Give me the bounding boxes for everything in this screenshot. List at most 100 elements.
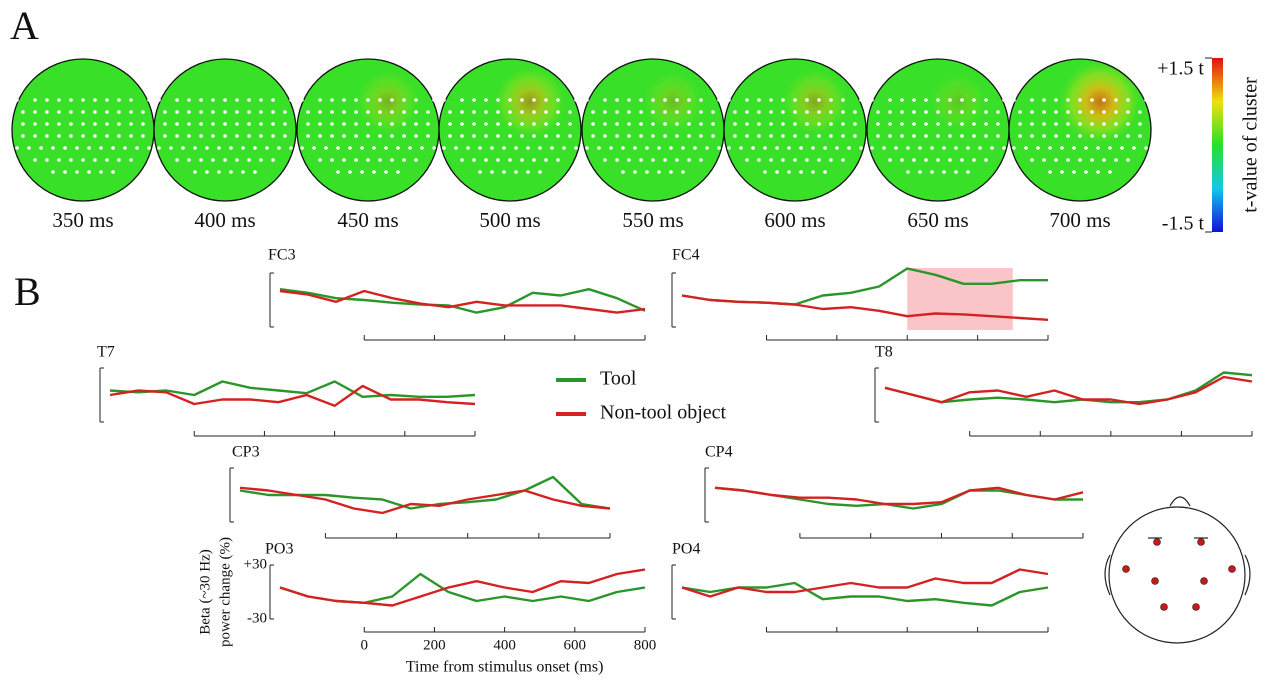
electrode [390, 122, 394, 126]
electrode [781, 110, 785, 114]
electrode [402, 158, 406, 162]
electrode [627, 122, 631, 126]
panel-title: PO4 [672, 541, 700, 558]
electrode [1102, 122, 1106, 126]
electrode [318, 158, 322, 162]
electrode [1018, 134, 1022, 138]
electrode [793, 134, 797, 138]
electrode [45, 158, 49, 162]
electrode [745, 158, 749, 162]
panel-label: B [14, 269, 41, 314]
series-line [109, 380, 476, 398]
electrode [699, 110, 703, 114]
panel-title: PO3 [265, 541, 293, 558]
electrode [496, 98, 500, 102]
electrode [603, 122, 607, 126]
electrode [556, 134, 560, 138]
electrode [972, 110, 976, 114]
electrode [247, 134, 251, 138]
electrode [841, 158, 845, 162]
electrode [657, 146, 661, 150]
electrode [1030, 98, 1034, 102]
electrode [948, 110, 952, 114]
electrode [460, 134, 464, 138]
electrode [681, 146, 685, 150]
electrode [472, 158, 476, 162]
electrode [15, 146, 19, 150]
electrode [1090, 134, 1094, 138]
electrode [984, 122, 988, 126]
electrode [1096, 146, 1100, 150]
electrode [699, 122, 703, 126]
electrode [484, 158, 488, 162]
electrode [117, 158, 121, 162]
electrode [544, 158, 548, 162]
electrode [57, 122, 61, 126]
electrode [805, 122, 809, 126]
electrode [757, 158, 761, 162]
electrode [502, 146, 506, 150]
electrode [823, 170, 827, 174]
electrode [490, 146, 494, 150]
electrode [141, 122, 145, 126]
electrode [745, 98, 749, 102]
electrode [51, 170, 55, 174]
electrode [235, 98, 239, 102]
electrode [544, 122, 548, 126]
electrode [763, 146, 767, 150]
electrode [1024, 146, 1028, 150]
electrode [342, 122, 346, 126]
electrode [300, 146, 304, 150]
electrode [645, 146, 649, 150]
electrode [253, 146, 257, 150]
electrode [129, 110, 133, 114]
electrode [663, 110, 667, 114]
electrode [223, 134, 227, 138]
electrode [681, 170, 685, 174]
electrode [639, 98, 643, 102]
electrode [211, 122, 215, 126]
electrode [147, 146, 151, 150]
electrode [57, 134, 61, 138]
electrode [93, 110, 97, 114]
electrode [1126, 98, 1130, 102]
electrode [81, 134, 85, 138]
electrode [187, 122, 191, 126]
time-label: 450 ms [337, 208, 398, 232]
electrode [787, 146, 791, 150]
electrode [247, 158, 251, 162]
electrode [460, 110, 464, 114]
electrode [336, 146, 340, 150]
electrode [354, 98, 358, 102]
electrode [414, 134, 418, 138]
electrode [526, 146, 530, 150]
electrode [687, 134, 691, 138]
electrode [888, 110, 892, 114]
electrode [514, 170, 518, 174]
electrode [478, 146, 482, 150]
time-label: 550 ms [622, 208, 683, 232]
electrode [1018, 110, 1022, 114]
electrode [1084, 170, 1088, 174]
electrode [687, 122, 691, 126]
electrode [841, 122, 845, 126]
electrode [930, 170, 934, 174]
scalp-outline [1008, 58, 1152, 202]
electrode [829, 110, 833, 114]
electrode [111, 146, 115, 150]
electrode [157, 146, 161, 150]
electrode [163, 122, 167, 126]
electrode [817, 98, 821, 102]
electrode [454, 146, 458, 150]
electrode [117, 110, 121, 114]
electrode [496, 122, 500, 126]
electrode [1138, 122, 1142, 126]
electrode [603, 110, 607, 114]
electrode [199, 110, 203, 114]
electrode [609, 146, 613, 150]
electrode [960, 122, 964, 126]
legend-label: Tool [600, 368, 637, 390]
panel-title: T7 [97, 344, 115, 361]
electrode [1036, 146, 1040, 150]
colorbar-label: t-value of cluster [1240, 77, 1262, 213]
